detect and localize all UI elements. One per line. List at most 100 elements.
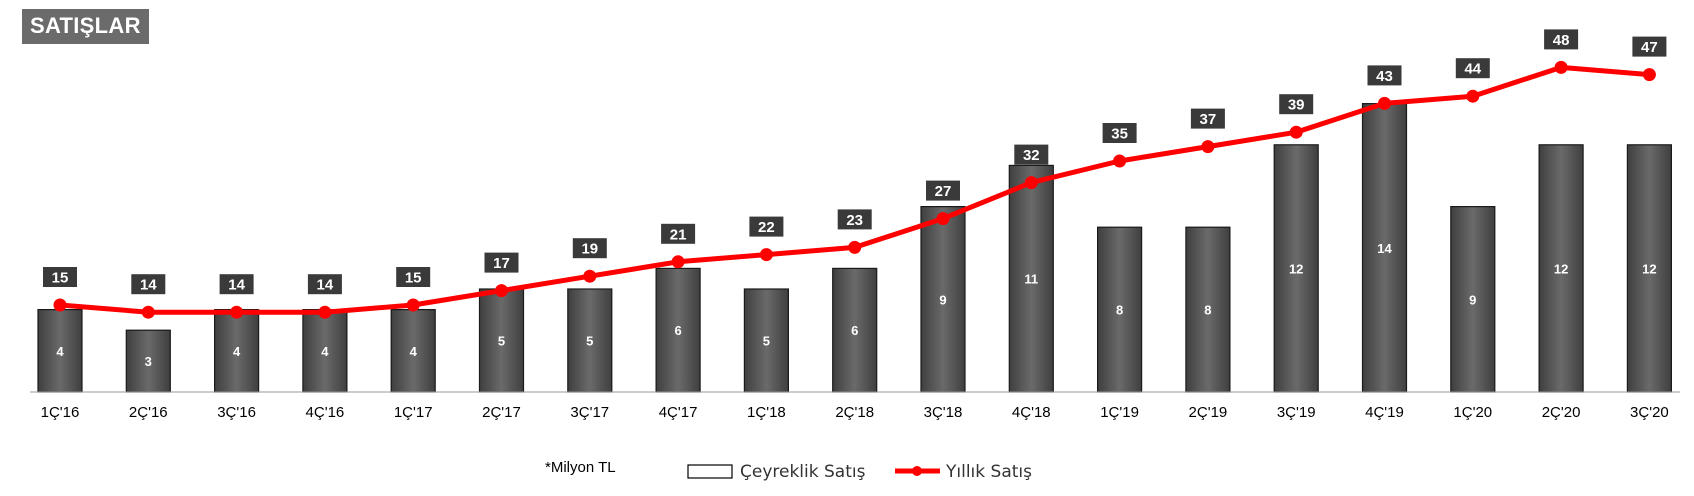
line-value-label: 14 xyxy=(317,277,334,294)
line-value-box xyxy=(1632,36,1667,57)
bar-1Ç'17 xyxy=(390,309,436,393)
line-value-label: 35 xyxy=(1111,126,1128,143)
legend-line-marker xyxy=(912,466,922,476)
line-point-2Ç'16 xyxy=(141,305,155,319)
line-point-3Ç'20 xyxy=(1642,68,1656,82)
line-point-3Ç'19 xyxy=(1289,125,1303,139)
line-point-1Ç'16 xyxy=(53,298,67,312)
line-value-label: 14 xyxy=(140,277,157,294)
bar-2Ç'17 xyxy=(478,288,525,393)
legend-line-label: Yıllık Satış xyxy=(945,462,1032,482)
line-point-2Ç'17 xyxy=(495,284,508,298)
bar-3Ç'17 xyxy=(567,288,613,393)
bar-value-label: 5 xyxy=(763,334,770,349)
line-point-3Ç'18 xyxy=(936,212,950,226)
x-tick-label: 4Ç'18 xyxy=(1012,404,1051,421)
bar-1Ç'19 xyxy=(1096,226,1143,393)
x-tick-label: 3Ç'20 xyxy=(1630,404,1669,421)
line-value-box xyxy=(926,180,960,201)
x-tick-label: 1Ç'16 xyxy=(41,404,80,421)
bar-value-label: 12 xyxy=(1289,261,1303,276)
line-value-box xyxy=(572,238,607,259)
bar-4Ç'19 xyxy=(1361,102,1408,393)
bar-3Ç'18 xyxy=(920,206,966,393)
x-tick-label: 3Ç'19 xyxy=(1277,404,1316,421)
line-value-box xyxy=(307,274,342,295)
line-value-box xyxy=(661,223,696,244)
bar-2Ç'19 xyxy=(1185,226,1231,393)
line-point-1Ç'17 xyxy=(406,298,420,312)
bar-2Ç'20 xyxy=(1538,144,1584,393)
x-tick-label: 3Ç'18 xyxy=(924,404,963,421)
x-tick-label: 3Ç'17 xyxy=(570,404,609,421)
line-value-box xyxy=(131,274,166,295)
line-value-label: 39 xyxy=(1288,97,1305,114)
line-value-box xyxy=(1102,123,1137,143)
line-point-4Ç'18 xyxy=(1024,176,1038,190)
x-tick-label: 1Ç'20 xyxy=(1453,404,1492,421)
line-value-box xyxy=(43,267,77,287)
line-value-label: 15 xyxy=(405,270,422,287)
x-tick-label: 4Ç'17 xyxy=(659,404,698,421)
bar-value-label: 8 xyxy=(1116,303,1123,318)
line-value-label: 27 xyxy=(935,183,952,200)
x-tick-label: 2Ç'19 xyxy=(1189,404,1228,421)
line-point-1Ç'19 xyxy=(1113,154,1127,168)
x-tick-label: 2Ç'20 xyxy=(1542,404,1581,421)
legend-bar-label: Çeyreklik Satış xyxy=(740,462,866,482)
line-point-4Ç'19 xyxy=(1378,96,1391,110)
line-point-2Ç'18 xyxy=(848,240,862,254)
line-value-box xyxy=(1279,94,1314,115)
bar-value-label: 5 xyxy=(498,334,505,349)
line-point-1Ç'20 xyxy=(1466,89,1480,103)
line-point-4Ç'16 xyxy=(318,305,332,319)
bar-value-label: 6 xyxy=(851,323,858,338)
line-value-label: 44 xyxy=(1464,61,1481,78)
line-value-label: 32 xyxy=(1023,147,1040,164)
x-tick-label: 1Ç'19 xyxy=(1100,404,1139,421)
bar-value-label: 11 xyxy=(1024,272,1038,287)
x-tick-label: 2Ç'17 xyxy=(482,404,521,421)
x-tick-label: 2Ç'16 xyxy=(129,404,168,421)
line-value-label: 17 xyxy=(493,255,510,272)
line-point-1Ç'18 xyxy=(759,248,773,262)
line-value-box xyxy=(1190,108,1225,129)
line-value-box xyxy=(396,267,431,287)
line-value-label: 15 xyxy=(52,270,69,287)
line-point-3Ç'17 xyxy=(583,269,597,283)
line-point-4Ç'17 xyxy=(671,255,685,269)
bar-3Ç'16 xyxy=(214,309,260,393)
line-point-2Ç'20 xyxy=(1554,60,1568,74)
line-value-box xyxy=(1455,58,1490,79)
x-tick-label: 4Ç'19 xyxy=(1365,404,1404,421)
bar-value-label: 4 xyxy=(233,344,241,359)
page-title: SATIŞLAR xyxy=(22,9,149,44)
line-value-label: 48 xyxy=(1553,32,1570,49)
bar-3Ç'20 xyxy=(1626,144,1673,393)
bar-2Ç'18 xyxy=(832,267,878,393)
bar-value-label: 12 xyxy=(1554,261,1568,276)
legend-bar-swatch xyxy=(687,464,733,479)
line-value-label: 23 xyxy=(846,212,863,229)
bar-value-label: 5 xyxy=(586,334,593,349)
line-value-box xyxy=(1544,29,1579,50)
line-value-label: 21 xyxy=(670,226,687,243)
line-value-label: 37 xyxy=(1200,111,1217,128)
bar-value-label: 3 xyxy=(145,354,152,369)
line-point-2Ç'19 xyxy=(1201,140,1215,154)
line-value-label: 43 xyxy=(1376,68,1393,85)
bar-1Ç'20 xyxy=(1450,206,1496,393)
bar-value-label: 4 xyxy=(56,344,64,359)
bar-value-label: 6 xyxy=(674,323,681,338)
bar-value-label: 8 xyxy=(1204,303,1211,318)
line-value-label: 19 xyxy=(581,241,598,258)
line-value-label: 47 xyxy=(1641,39,1658,56)
bar-value-label: 14 xyxy=(1377,241,1392,256)
bar-value-label: 4 xyxy=(321,344,329,359)
unit-note: *Milyon TL xyxy=(545,459,616,476)
x-tick-label: 2Ç'18 xyxy=(835,404,874,421)
bar-value-label: 9 xyxy=(1469,292,1476,307)
line-value-box xyxy=(749,216,784,237)
bar-value-label: 9 xyxy=(939,292,946,307)
